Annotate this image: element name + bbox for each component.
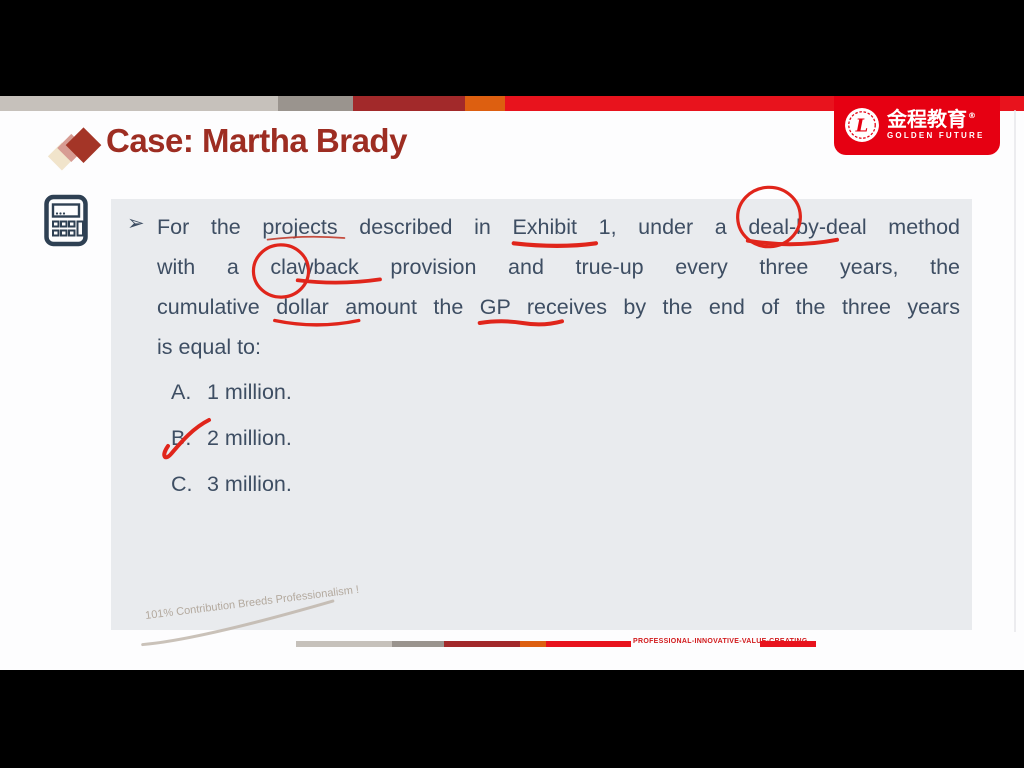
q2-post: and true-up every three years, the (476, 255, 960, 279)
question-line-2: with a clawback provision and true-up ev… (157, 247, 960, 287)
brand-logo: L 金程教育® GOLDEN FUTURE (834, 96, 1000, 155)
top-bar-segment-orange (465, 96, 505, 111)
option-a-text: 1 million. (207, 379, 292, 404)
bullet-arrow-icon: ➢ (127, 212, 145, 235)
q3-dollar: dollar (276, 295, 329, 319)
footer-bar-segment-red (546, 641, 631, 647)
footer-tagline: PROFESSIONAL-INNOVATIVE-VALUE-CREATING (633, 638, 808, 645)
q1-mid1: in (452, 215, 513, 239)
slide-edge-line (1014, 110, 1016, 632)
calculator-icon (44, 194, 88, 247)
watermark: 101% Contribution Breeds Professionalism… (141, 584, 360, 647)
question-line-4: is equal to: (157, 335, 261, 359)
top-bar-segment-gray (278, 96, 353, 111)
q1-projects: projects described (262, 215, 453, 239)
q3-mid: amount the (328, 295, 480, 319)
annotated-projects-described: projects described (262, 215, 453, 239)
top-accent-bar (0, 96, 1024, 111)
option-a-letter: A. (171, 379, 192, 404)
option-a: A. 1 million. (171, 369, 292, 415)
footer-bar-segment-orange (520, 641, 546, 647)
option-b: B. 2 million. (171, 415, 292, 461)
q1-post: method (866, 215, 960, 239)
q3-gp: GP receives (479, 295, 607, 319)
footer-bar-segment-dark-red (444, 641, 520, 647)
question-panel: ➢ For the projects described in Exhibit … (111, 199, 972, 630)
annotated-deal-by-deal: deal-by-deal (748, 215, 867, 239)
q1-pre: For the (157, 215, 263, 239)
footer-bar-segment-gray (392, 641, 444, 647)
brand-seal-icon: L (845, 107, 879, 142)
option-b-text: 2 million. (207, 425, 292, 450)
annotated-dollar: dollar (276, 295, 329, 319)
slide: L 金程教育® GOLDEN FUTURE Case: Martha Brady (0, 96, 1024, 670)
top-bar-segment-dark-red (353, 96, 465, 111)
brand-monogram: L (855, 115, 869, 136)
brand-name-cn: 金程教育® (887, 107, 976, 131)
option-c: C. 3 million. (171, 461, 292, 507)
annotated-clawback-provision: clawback provision (270, 255, 476, 279)
question-line-1: For the projects described in Exhibit 1,… (157, 207, 960, 247)
q3-post: by the end of the three years (606, 295, 960, 319)
brand-logo-text: 金程教育® GOLDEN FUTURE (887, 109, 985, 140)
q2-pre: with a (157, 255, 271, 279)
footer-end-bar (760, 641, 816, 647)
question-text: For the projects described in Exhibit 1,… (157, 207, 960, 367)
q3-pre: cumulative (157, 295, 277, 319)
option-b-letter: B. (171, 426, 197, 451)
question-line-3: cumulative dollar amount the GP receives… (157, 287, 960, 327)
q2-clawback: clawback provision (270, 255, 477, 279)
watermark-swoosh (141, 599, 335, 647)
top-bar-segment-light-gray (0, 96, 278, 111)
option-c-letter: C. (171, 471, 193, 496)
brand-name-en: GOLDEN FUTURE (887, 131, 985, 140)
footer-progress-bar (296, 641, 631, 647)
option-c-text: 3 million. (207, 471, 292, 496)
q1-mid2: under a (616, 215, 749, 239)
annotated-gp-receives: GP receives (480, 295, 607, 319)
title-diamond-icon (47, 127, 102, 171)
answer-options: A. 1 million. B. 2 million. C. 3 million… (171, 369, 292, 507)
q1-deal: deal-by-deal (748, 215, 867, 239)
annotated-exhibit-1: Exhibit 1, (512, 215, 617, 239)
footer-bar-segment-light-gray (296, 641, 392, 647)
option-b-letter-text: B. (171, 425, 192, 450)
q1-exhibit: Exhibit 1, (512, 215, 617, 239)
page-title: Case: Martha Brady (106, 122, 407, 159)
registered-mark: ® (968, 111, 976, 121)
